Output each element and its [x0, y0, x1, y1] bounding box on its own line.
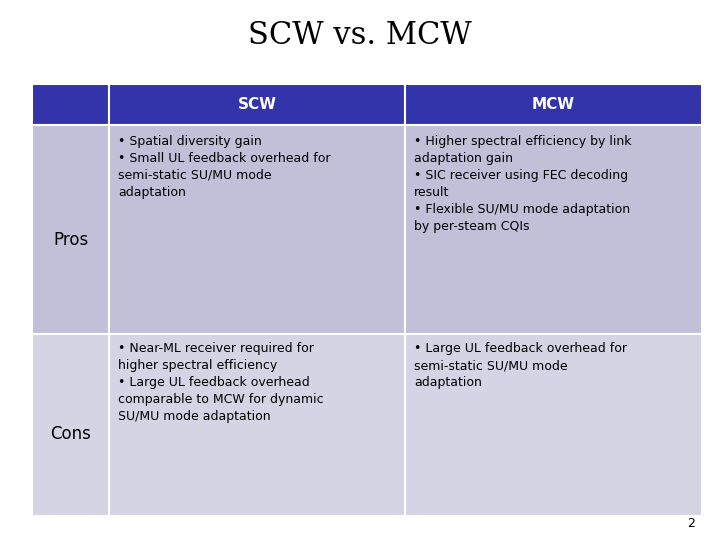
Text: MCW: MCW [532, 97, 575, 112]
Text: • Near-ML receiver required for
higher spectral efficiency
• Large UL feedback o: • Near-ML receiver required for higher s… [118, 342, 324, 423]
Text: 2: 2 [687, 517, 695, 530]
Bar [405, 84, 702, 125]
Bar [109, 84, 405, 125]
Bar [405, 125, 702, 334]
Text: Pros: Pros [53, 231, 89, 249]
Bar [109, 125, 405, 334]
Text: SCW: SCW [238, 97, 277, 112]
Text: Cons: Cons [50, 425, 91, 443]
Bar [32, 334, 109, 516]
Text: • Spatial diversity gain
• Small UL feedback overhead for
semi-static SU/MU mode: • Spatial diversity gain • Small UL feed… [118, 135, 330, 199]
Text: • Large UL feedback overhead for
semi-static SU/MU mode
adaptation: • Large UL feedback overhead for semi-st… [414, 342, 627, 389]
Bar [32, 125, 109, 334]
Bar [405, 334, 702, 516]
Bar [32, 84, 109, 125]
Bar [109, 334, 405, 516]
Text: • Higher spectral efficiency by link
adaptation gain
• SIC receiver using FEC de: • Higher spectral efficiency by link ada… [414, 135, 631, 233]
Text: SCW vs. MCW: SCW vs. MCW [248, 19, 472, 51]
